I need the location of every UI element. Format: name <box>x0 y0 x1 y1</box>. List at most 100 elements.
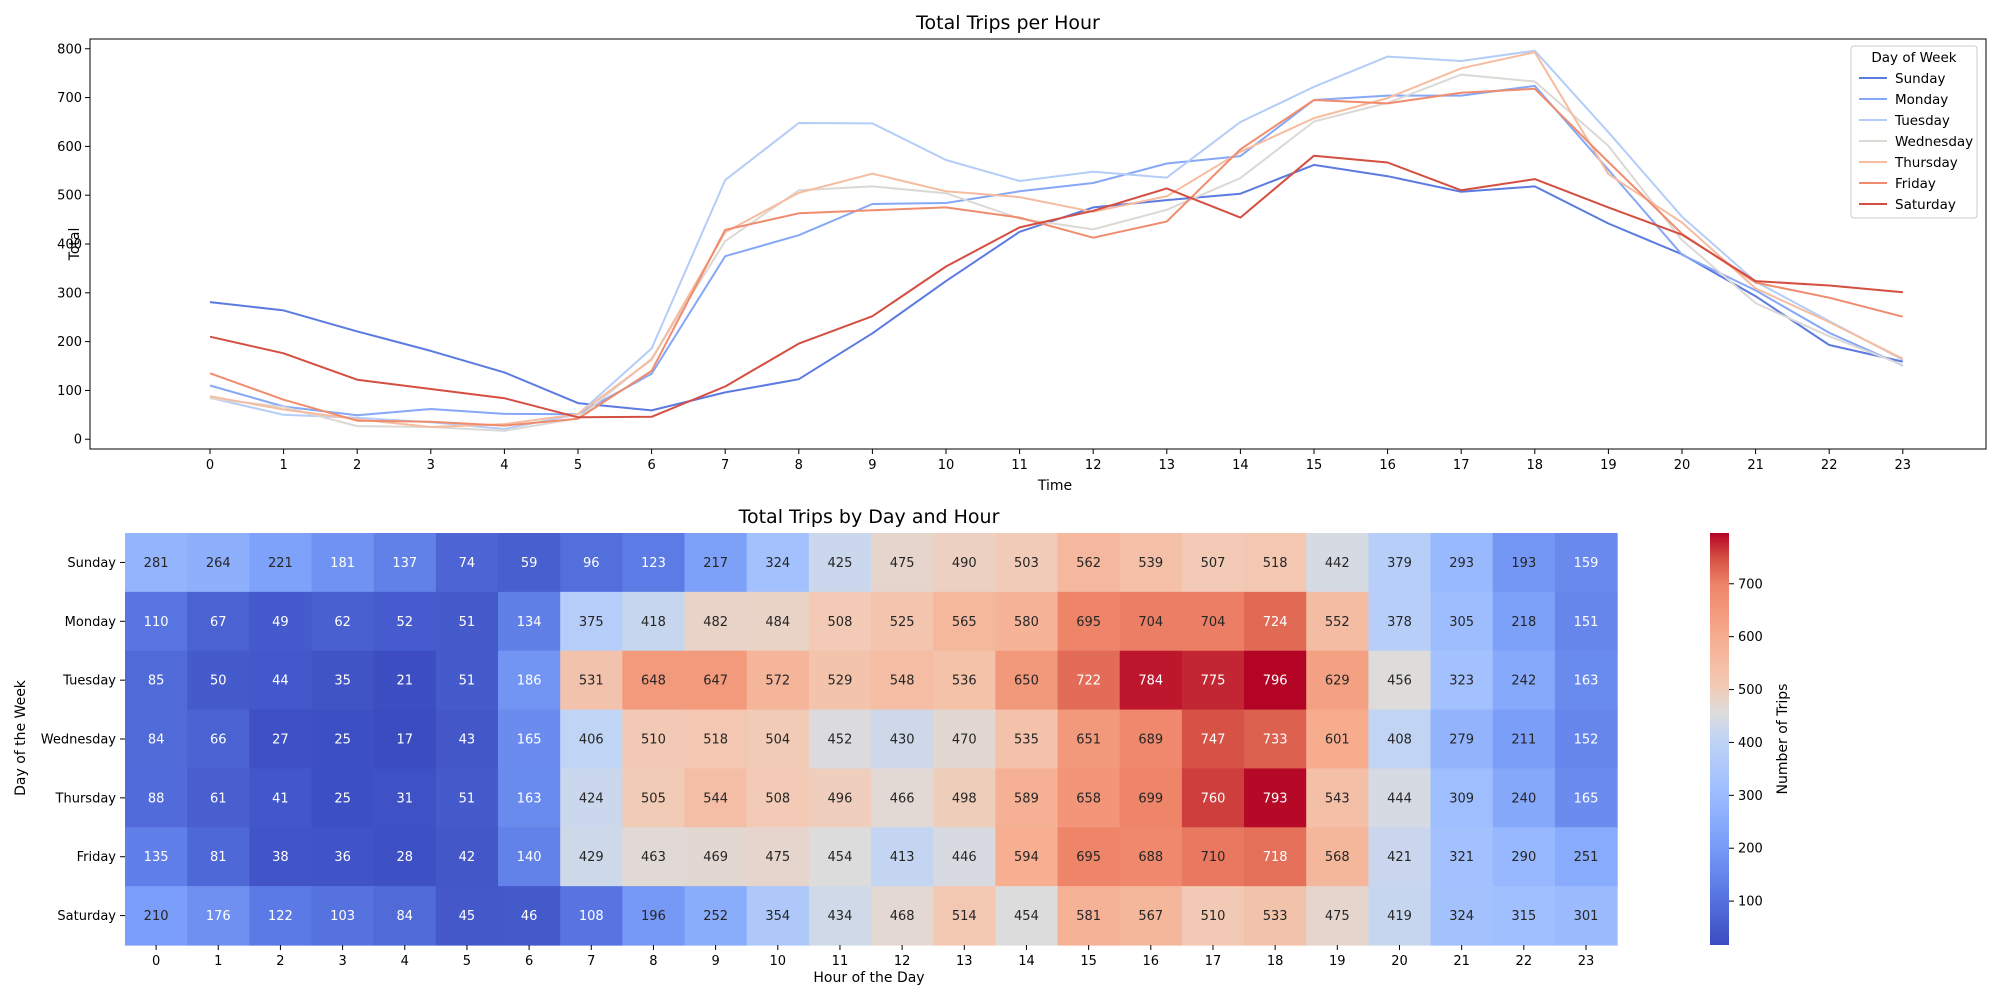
line-x-tick-label: 5 <box>574 458 582 473</box>
legend-label-tuesday: Tuesday <box>1894 113 1950 129</box>
heatmap-cell-value: 629 <box>1325 674 1350 689</box>
heatmap-cell <box>1492 533 1556 593</box>
heatmap-cell-value: 760 <box>1201 791 1226 806</box>
heatmap-cell-value: 536 <box>952 674 977 689</box>
heatmap-cell-value: 324 <box>1449 909 1474 924</box>
heatmap-cell <box>1554 591 1618 652</box>
heatmap-cell <box>808 827 872 887</box>
heatmap-cell-value: 323 <box>1449 674 1474 689</box>
heatmap-cell-value: 508 <box>765 791 790 806</box>
heatmap-cell <box>746 768 810 828</box>
heatmap-cell-value: 159 <box>1574 556 1599 571</box>
heatmap-cell-value: 565 <box>952 615 977 630</box>
heatmap-column-label: 0 <box>152 954 160 969</box>
heatmap-cell-value: 796 <box>1263 674 1288 689</box>
heatmap-cell <box>995 650 1059 711</box>
heatmap-cell <box>249 768 313 828</box>
line-y-tick-label: 400 <box>57 238 82 253</box>
heatmap-cell <box>498 709 561 770</box>
heatmap-cell-value: 531 <box>579 674 604 689</box>
colorbar-tick-label: 100 <box>1738 895 1763 910</box>
heatmap-cell <box>808 768 872 828</box>
heatmap-cell-value: 533 <box>1263 909 1288 924</box>
heatmap-cell-value: 475 <box>1325 909 1350 924</box>
heatmap-cell <box>435 591 499 652</box>
heatmap-cell <box>498 591 561 652</box>
heatmap-column-label: 7 <box>587 954 595 969</box>
line-series-group <box>209 49 1904 432</box>
heatmap-cell-value: 137 <box>392 556 417 571</box>
heatmap-cell <box>933 709 996 770</box>
line-x-tick-label: 4 <box>500 458 508 473</box>
heatmap-cell <box>622 650 686 711</box>
heatmap-cell <box>746 886 810 946</box>
heatmap-cell <box>125 827 188 887</box>
heatmap-cell <box>125 709 188 770</box>
heatmap-cell-value: 688 <box>1138 850 1163 865</box>
heatmap-cell-value: 421 <box>1387 850 1412 865</box>
heatmap-column-label: 19 <box>1329 954 1346 969</box>
heatmap-cell-value: 51 <box>459 791 476 806</box>
heatmap-cell-value: 454 <box>828 850 853 865</box>
heatmap-cell <box>808 533 872 593</box>
heatmap-cell <box>1554 827 1618 887</box>
heatmap-cell-value: 724 <box>1263 615 1288 630</box>
heatmap-cell <box>1119 827 1183 887</box>
heatmap-cell-value: 572 <box>765 674 790 689</box>
line-y-axis: 0 100 200 300 400 500 600 700 800 <box>57 42 90 448</box>
heatmap-cell-value: 240 <box>1511 791 1536 806</box>
heatmap-cell-value: 454 <box>1014 909 1039 924</box>
heatmap-cell <box>1492 591 1556 652</box>
heatmap-cell-value: 210 <box>144 909 169 924</box>
line-y-tick-label: 100 <box>57 384 82 399</box>
heatmap-cell-value: 544 <box>703 791 728 806</box>
heatmap-cell <box>560 768 623 828</box>
heatmap-cell <box>1244 709 1307 770</box>
heatmap-x-axis-label: Hour of the Day <box>813 970 924 986</box>
heatmap-cell-value: 25 <box>334 791 351 806</box>
heatmap-cell <box>995 591 1059 652</box>
heatmap-cell-value: 568 <box>1325 850 1350 865</box>
heatmap-cell-value: 21 <box>396 674 413 689</box>
heatmap-cell-value: 84 <box>396 909 413 924</box>
heatmap-cell-value: 695 <box>1076 850 1101 865</box>
heatmap-row-label: Friday <box>77 850 117 865</box>
heatmap-cell-value: 430 <box>890 733 915 748</box>
colorbar: 100 200 300 400 500 600 700 Number of Trips <box>1710 533 1791 945</box>
heatmap-cell-value: 508 <box>828 615 853 630</box>
heatmap-row-label: Sunday <box>67 556 116 571</box>
heatmap-cells: 281 264 221 181 137 74 59 96 123 217 324 425 475 490 5… <box>125 533 1618 946</box>
heatmap-column-label: 1 <box>214 954 222 969</box>
heatmap-cell-value: 475 <box>765 850 790 865</box>
heatmap-cell-value: 647 <box>703 674 728 689</box>
heatmap-cell <box>560 533 623 593</box>
heatmap-cell-value: 469 <box>703 850 728 865</box>
heatmap-cell <box>187 827 250 887</box>
heatmap-cell <box>373 650 437 711</box>
heatmap-cell-value: 594 <box>1014 850 1039 865</box>
series-line-friday <box>209 87 1904 427</box>
heatmap-cell <box>1057 591 1121 652</box>
heatmap-cell-value: 38 <box>272 850 289 865</box>
line-x-tick-label: 10 <box>938 458 955 473</box>
heatmap-cell <box>249 591 313 652</box>
heatmap-cell-value: 747 <box>1201 733 1226 748</box>
line-plot-frame <box>89 38 1987 450</box>
heatmap-column-label: 23 <box>1578 954 1595 969</box>
heatmap-cell-value: 218 <box>1511 615 1536 630</box>
heatmap-cell-value: 505 <box>641 791 666 806</box>
heatmap-cell-value: 50 <box>210 674 227 689</box>
heatmap-cell <box>1554 650 1618 711</box>
heatmap-cell-value: 784 <box>1138 674 1163 689</box>
heatmap-cell <box>995 886 1059 946</box>
heatmap-cell <box>871 827 934 887</box>
heatmap-row-label: Monday <box>65 615 117 630</box>
heatmap-cell <box>1306 709 1369 770</box>
heatmap-cell <box>808 709 872 770</box>
heatmap-cell-value: 429 <box>579 850 604 865</box>
colorbar-tick-label: 300 <box>1738 789 1763 804</box>
heatmap-cell <box>1306 886 1369 946</box>
heatmap-cell <box>249 709 313 770</box>
heatmap-cell-value: 648 <box>641 674 666 689</box>
heatmap-cell-value: 108 <box>579 909 604 924</box>
